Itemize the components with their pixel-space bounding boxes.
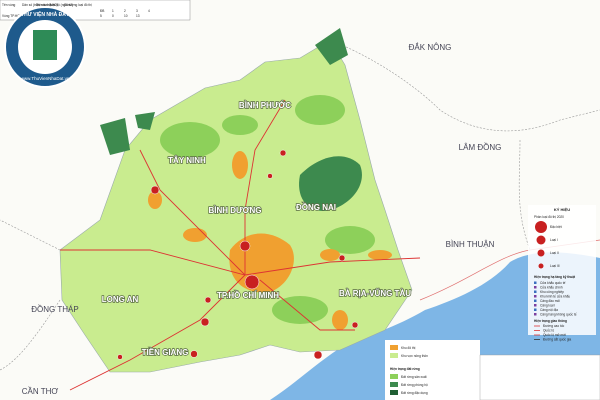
legend-symbol	[534, 299, 537, 302]
legend-label: Cảng loại I	[540, 304, 555, 308]
legend-symbol	[534, 295, 537, 298]
region-label: BÌNH THUẬN	[446, 240, 495, 249]
table-cell: 10	[124, 14, 128, 18]
table-header: 1	[112, 9, 114, 13]
table-header: Mật độ (ng/km2)	[50, 3, 73, 7]
legend-symbol	[535, 221, 547, 233]
legend-label: Cảng nội địa	[540, 308, 558, 312]
table-cell: 5	[100, 14, 102, 18]
borders	[0, 39, 600, 371]
legend-symbol	[390, 345, 398, 350]
table-header: Tên vùng	[2, 3, 16, 7]
legend-label: Đường sắt quốc gia	[543, 337, 571, 342]
green-areas	[160, 95, 375, 324]
legend-label: Quốc lộ mở mới	[543, 333, 566, 337]
legend-label: Cửa khẩu chính	[540, 286, 563, 290]
table-cell: Vùng TP.HCM	[2, 14, 22, 18]
legend-label: Loại I	[550, 238, 558, 242]
legend-symbol	[390, 353, 398, 358]
legend-symbol	[390, 374, 398, 379]
table-header: 3	[136, 9, 138, 13]
legend-label: Đất rừng phòng hộ	[401, 383, 428, 387]
legend-symbol	[537, 249, 545, 257]
legend-symbol	[390, 382, 398, 387]
legend-title: KÝ HIỆU	[554, 207, 570, 212]
region-label: TIỀN GIANG	[142, 347, 189, 357]
legend: KÝ HIỆU Phân loại đô thị 2020 Đặc biệt Lo…	[528, 205, 596, 342]
legend-symbol	[534, 304, 537, 307]
watermark: THƯ VIỆN NHÀ ĐẤT www.ThuVienNhaDat.vn	[4, 6, 86, 88]
legend-heading: Hiện trạng hạ tầng kỹ thuật	[534, 275, 576, 279]
legend-heading: Phân loại đô thị 2020	[534, 215, 564, 219]
region-label: LÂM ĐỒNG	[459, 142, 502, 152]
legend-label: Cảng đầu mối	[540, 299, 560, 303]
table-header: Diện tích (km2)	[36, 3, 58, 7]
legend-symbol	[536, 235, 546, 245]
legend-label: Loại III	[550, 264, 560, 268]
region-label: TP.HỒ CHÍ MINH	[217, 290, 279, 300]
legend-symbol	[534, 286, 537, 289]
forest	[100, 28, 362, 211]
legend-symbol	[538, 263, 544, 269]
table-header: Số lượng loại đô thị	[64, 3, 92, 7]
legend-label: Loại II	[550, 251, 559, 255]
legend-label: Đường cao tốc	[543, 324, 565, 328]
region-label: LONG AN	[102, 295, 139, 304]
region-label: TÂY NINH	[168, 156, 206, 165]
watermark-title: THƯ VIỆN NHÀ ĐẤT	[21, 10, 69, 18]
table-cell: 0	[112, 14, 114, 18]
legend-symbol	[390, 390, 398, 395]
legend-heading: Hiện trạng đất rừng	[390, 367, 420, 371]
legend-label: Đặc biệt	[550, 225, 562, 229]
land-legend: Hiện trạng đất rừng Khu đô thị Khu vực nô…	[385, 340, 600, 400]
legend-symbol	[534, 290, 537, 293]
region-label: ĐỒNG NAI	[296, 202, 336, 212]
legend-label: Khu kinh tế cửa khẩu	[540, 295, 570, 299]
region-label: BÌNH DƯƠNG	[208, 206, 261, 215]
legend-label: Khu vực nông thôn	[401, 354, 428, 358]
cities	[117, 149, 359, 360]
region-label: CẦN THƠ	[22, 386, 59, 396]
table-header: 4	[148, 9, 150, 13]
legend-heading: Hiện trạng giao thông	[534, 319, 567, 323]
legend-label: Đất rừng sản xuất	[401, 375, 427, 379]
legend-symbol	[534, 313, 537, 316]
region-label: BÀ RỊA-VŨNG TÀU	[339, 289, 411, 298]
table-header: ĐB	[100, 9, 104, 13]
roads	[60, 99, 421, 391]
legend-label: Cửa khẩu quốc tế	[540, 281, 566, 285]
legend-symbol	[534, 281, 537, 284]
legend-label: Đất rừng đặc dụng	[401, 391, 428, 395]
legend-label: Khu công nghiệp	[540, 290, 564, 294]
legend-label: Khu đô thị	[401, 346, 416, 350]
watermark-url: www.ThuVienNhaDat.vn	[21, 76, 70, 81]
road	[419, 239, 600, 301]
legend-label: Cảng hàng không quốc tế	[540, 313, 577, 317]
legend-symbol	[534, 308, 537, 311]
region-label: ĐẮK NÔNG	[409, 43, 452, 52]
table-header: Dân số (triệu người)	[22, 3, 51, 7]
region-label: BÌNH PHƯỚC	[239, 101, 291, 110]
region-label: ĐỒNG THÁP	[31, 304, 78, 314]
table-cell: 13	[136, 14, 140, 18]
legend-label: Quốc lộ	[543, 329, 554, 333]
table-header: 2	[124, 9, 126, 13]
